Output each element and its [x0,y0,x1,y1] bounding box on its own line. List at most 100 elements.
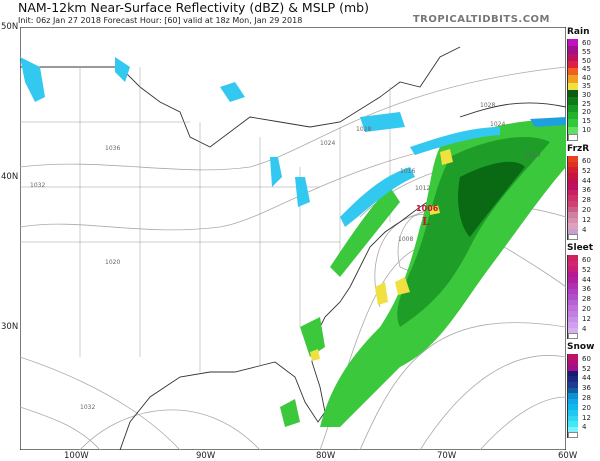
isobar-label: 1028 [480,102,495,109]
legend-label: 44 [582,176,591,185]
legend-label: 10 [582,125,591,134]
legend-swatch [568,393,578,399]
lat-label-30n: 30N [1,322,19,332]
legend-label: 12 [582,413,591,422]
legend-swatch [568,234,578,241]
legend-frzr: FrzR 60 52 44 36 28 20 12 4 [567,144,600,241]
legend-swatch [568,111,578,120]
legend-swatch [568,266,578,272]
legend-swatch [568,184,578,190]
legend-label: 4 [582,225,587,234]
brand-watermark: TROPICALTIDBITS.COM [412,14,550,25]
isobar-label: 1020 [105,259,120,266]
legend-swatch [568,255,578,261]
legend-swatch [568,212,578,218]
low-pressure-value: 1006 [416,204,439,213]
legend-label: 44 [582,275,591,284]
lon-label-90w: 90W [196,451,216,461]
legend-label: 20 [582,403,591,412]
legend-label: 60 [582,354,591,363]
legend-swatch [568,365,578,371]
legend-label: 45 [582,65,591,74]
legend-swatch [568,421,578,427]
legend-label: 12 [582,215,591,224]
legend-label: 44 [582,374,591,383]
legend-swatch [568,133,578,142]
legend-swatch [568,217,578,224]
legend-swatch [568,387,578,394]
legend-label: 20 [582,206,591,215]
legend-swatch [568,398,578,405]
isobar-label: 1020 [525,152,540,159]
map-subtitle: Init: 06z Jan 27 2018 Forecast Hour: [60… [18,16,303,25]
legend-swatch [568,90,578,98]
legend-swatch [568,376,578,382]
state-borders [20,67,391,372]
isobar-label: 1008 [398,236,413,243]
legend-label: 52 [582,364,591,373]
legend-swatch [568,327,578,334]
isobar-label: 1036 [105,145,120,152]
legend-title: Rain [567,27,590,37]
coastlines [20,46,566,450]
legend-label: 60 [582,157,591,166]
legend-label: 60 [582,39,591,48]
legend-swatch [568,409,578,416]
legend-swatch [568,119,578,127]
legend-label: 4 [582,423,587,432]
legend-label: 28 [582,196,591,205]
lon-label-70w: 70W [437,451,457,461]
legend-swatch [568,271,578,278]
legend-swatch [568,316,578,323]
legend-label: 40 [582,73,591,82]
legend-swatch [568,333,578,339]
legend-sleet: Sleet 60 52 44 36 28 20 12 4 [567,243,600,339]
precipitation [20,57,566,427]
legend-swatch [568,161,578,168]
reflectivity-map: 1028 1028 1024 1020 1016 1012 1008 1032 … [20,27,566,450]
legend-swatch [568,195,578,201]
legend-swatch [568,305,578,311]
legend-swatch [568,359,578,366]
legend-swatch [568,206,578,213]
legend-label: 20 [582,108,591,117]
legend-swatch [568,404,578,410]
legend-swatch [568,277,578,284]
isobar-label: 1012 [415,185,430,192]
legend-label: 28 [582,394,591,403]
lon-label-60w: 60W [558,451,578,461]
legend-swatch [568,189,578,196]
legend-swatch [568,53,578,61]
legend-label: 36 [582,186,591,195]
legend-swatch [568,156,578,162]
legend-swatch [568,299,578,306]
legend-label: 60 [582,255,591,264]
legend-label: 36 [582,384,591,393]
isobar-label: 1032 [30,182,45,189]
legend-label: 30 [582,91,591,100]
precip-type-legend: Rain 60 55 50 45 40 35 30 25 20 15 10 FrzR 60 52 44 36 28… [567,27,600,441]
legend-swatch [568,178,578,185]
legend-swatch [568,294,578,300]
lat-label-40n: 40N [1,172,19,182]
legend-swatch [568,288,578,295]
legend-label: 50 [582,56,591,65]
legend-swatch [568,322,578,328]
legend-label: 52 [582,166,591,175]
isobar-label: 1024 [320,140,335,147]
legend-swatch [568,283,578,289]
legend-swatch [568,223,578,229]
legend-label: 36 [582,285,591,294]
legend-title: FrzR [567,144,590,155]
legend-label: 20 [582,304,591,313]
legend-title: Snow [567,341,595,352]
legend-snow: Snow 60 52 44 36 28 20 12 4 [567,342,600,438]
legend-swatch [568,97,578,105]
legend-label: 15 [582,116,591,125]
isobar-labels: 1028 1028 1024 1020 1016 1012 1008 1032 … [30,102,540,411]
legend-swatch [568,353,578,360]
legend-label: 4 [582,324,587,333]
lon-label-100w: 100W [64,451,89,461]
legend-swatch [568,381,578,388]
legend-label: 52 [582,265,591,274]
